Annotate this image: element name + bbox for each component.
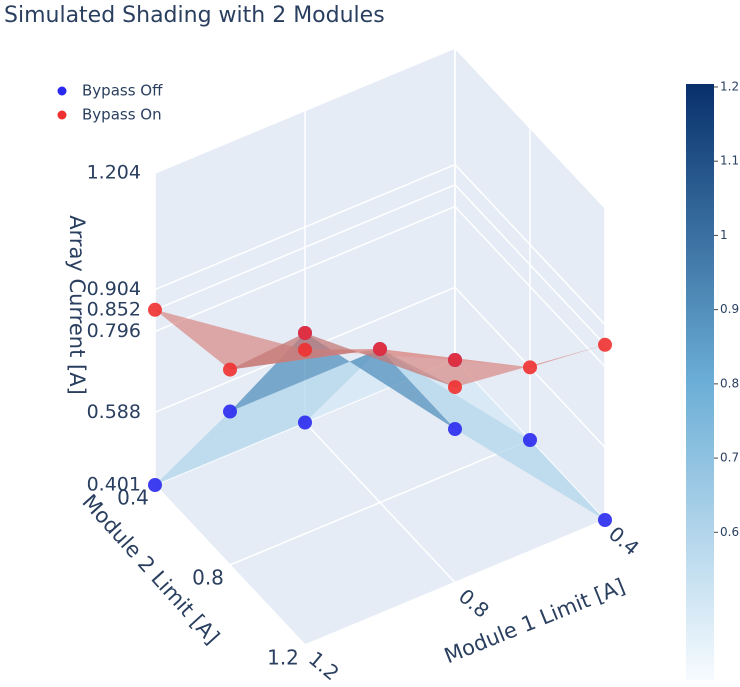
z-tick-label: 0.904 xyxy=(87,278,141,300)
data-point xyxy=(223,362,237,377)
chart-title: Simulated Shading with 2 Modules xyxy=(4,3,385,28)
grid-line xyxy=(304,519,606,646)
grid-line xyxy=(454,184,606,346)
y-tick-label: 1.2 xyxy=(267,646,299,670)
grid-line xyxy=(454,206,606,368)
z-tick-label: 1.204 xyxy=(87,162,141,184)
legend-label: Bypass Off xyxy=(82,82,163,100)
surface-cell xyxy=(380,349,605,520)
grid-line xyxy=(229,439,531,566)
surface-cell xyxy=(305,349,530,368)
data-point xyxy=(373,342,387,357)
z-tick-label: 0.796 xyxy=(87,320,141,342)
data-point xyxy=(448,353,462,367)
data-point xyxy=(148,478,162,492)
colorbar-tick-label: 1.1 xyxy=(720,154,739,168)
legend-marker xyxy=(57,86,67,96)
data-point xyxy=(148,302,162,317)
data-point xyxy=(448,380,462,395)
z-tick-label: 0.852 xyxy=(87,298,141,320)
data-point xyxy=(298,415,312,430)
data-point xyxy=(523,433,537,447)
grid-line xyxy=(454,164,606,326)
legend-label: Bypass On xyxy=(82,106,162,124)
grid-line xyxy=(154,47,456,174)
z-tick-label: 0.401 xyxy=(87,474,141,496)
y-tick-label: 0.4 xyxy=(117,486,149,510)
surface-cell xyxy=(230,333,455,388)
x-tick-label: 0.4 xyxy=(604,521,644,560)
legend-box xyxy=(50,78,178,130)
data-point xyxy=(598,337,612,352)
surface-cell xyxy=(155,349,380,485)
surface-cell xyxy=(380,344,605,388)
data-point xyxy=(523,360,537,375)
surface-cell xyxy=(305,349,530,440)
x-tick-label: 0.8 xyxy=(454,584,494,623)
z-tick-label: 0.588 xyxy=(87,401,141,423)
colorbar-tick-label: 1 xyxy=(720,228,728,242)
colorbar-tick-label: 0.9 xyxy=(720,302,739,316)
z-axis-title: Array Current [A] xyxy=(65,215,89,395)
data-point xyxy=(448,422,462,437)
colorbar-tick-label: 0.8 xyxy=(720,376,739,390)
grid-line xyxy=(154,184,456,311)
colorbar xyxy=(686,84,714,680)
grid-line xyxy=(154,205,456,333)
legend-marker xyxy=(57,110,67,120)
y-tick-label: 0.8 xyxy=(192,566,224,590)
grid-line xyxy=(454,47,606,209)
colorbar-tick-label: 0.7 xyxy=(720,451,739,465)
data-point xyxy=(223,404,237,419)
colorbar-tick-label: 1.2 xyxy=(720,79,739,93)
x-tick-label: 1.2 xyxy=(304,646,344,685)
data-point xyxy=(298,342,312,357)
grid-line xyxy=(154,163,456,291)
data-point xyxy=(298,326,312,340)
data-point xyxy=(598,513,612,527)
colorbar-tick-label: 0.6 xyxy=(720,525,739,539)
